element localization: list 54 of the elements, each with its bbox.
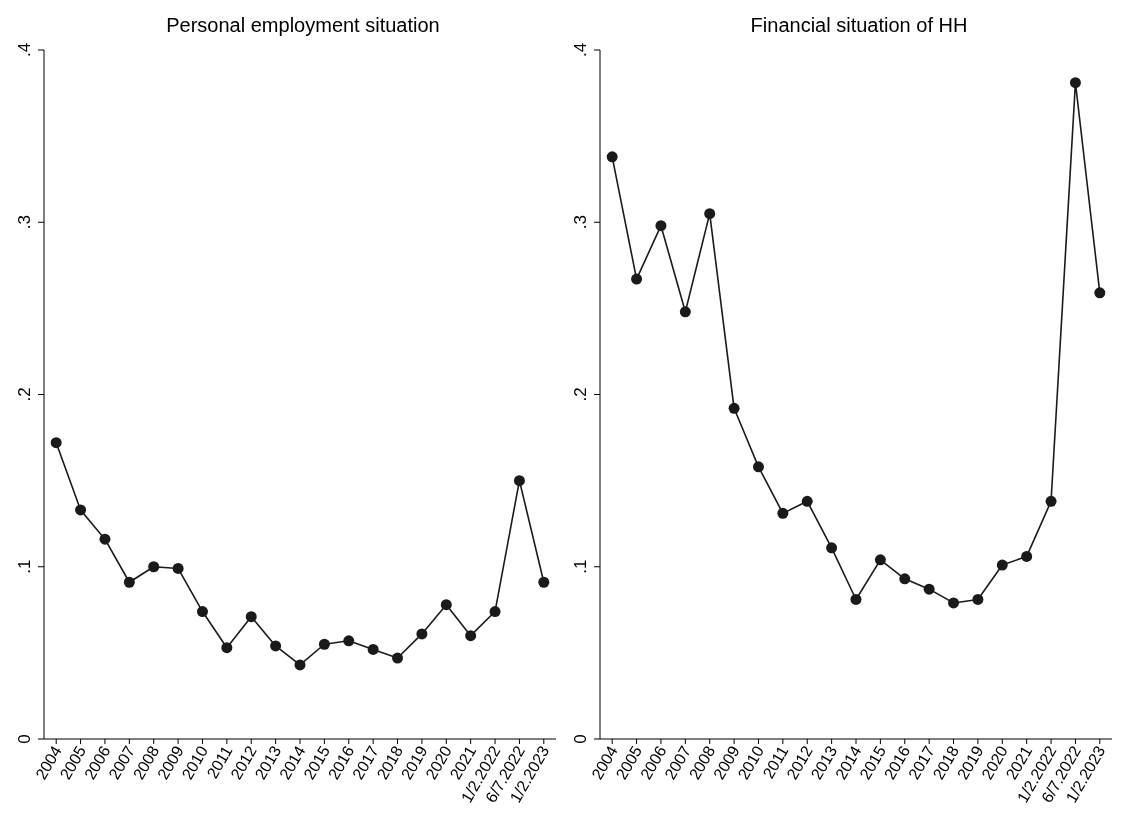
point xyxy=(996,559,1008,571)
point xyxy=(343,635,355,647)
point xyxy=(367,643,379,655)
point xyxy=(948,597,960,609)
chart-title: Personal employment situation xyxy=(165,14,441,37)
point xyxy=(99,533,111,545)
point xyxy=(899,573,911,585)
point xyxy=(513,475,525,487)
y-tick-label: .2 xyxy=(571,387,590,402)
point xyxy=(392,652,404,664)
y-tick-label: 0 xyxy=(15,734,34,744)
point xyxy=(196,606,208,618)
point xyxy=(148,561,160,573)
point xyxy=(631,273,643,285)
point xyxy=(318,638,330,650)
y-tick-label: .1 xyxy=(15,559,34,574)
point xyxy=(294,659,306,671)
y-tick-label: .4 xyxy=(15,42,34,58)
point xyxy=(75,504,87,516)
point xyxy=(245,611,257,623)
point xyxy=(679,306,691,318)
point xyxy=(50,437,62,449)
point xyxy=(1021,550,1033,562)
point xyxy=(1094,287,1106,299)
point xyxy=(538,576,550,588)
point xyxy=(826,542,838,554)
point xyxy=(704,208,716,220)
point xyxy=(270,640,282,652)
point xyxy=(1045,495,1057,507)
y-tick-label: .3 xyxy=(571,215,590,230)
y-tick-label: .4 xyxy=(571,42,590,58)
point xyxy=(465,630,477,642)
point xyxy=(1069,77,1081,89)
point xyxy=(440,599,452,611)
point xyxy=(123,576,135,588)
point xyxy=(606,151,618,163)
point xyxy=(972,593,984,605)
point xyxy=(874,554,886,566)
y-tick-label: 0 xyxy=(571,734,590,744)
point xyxy=(777,507,789,519)
point xyxy=(172,562,184,574)
point xyxy=(416,628,428,640)
point xyxy=(728,402,740,414)
point xyxy=(923,583,935,595)
point xyxy=(850,593,862,605)
point xyxy=(801,495,813,507)
chart-title: Financial situation of HH xyxy=(749,14,969,37)
point xyxy=(655,220,667,232)
y-tick-label: .3 xyxy=(15,215,34,230)
y-tick-label: .2 xyxy=(15,387,34,402)
point xyxy=(489,606,501,618)
y-tick-label: .1 xyxy=(571,559,590,574)
point xyxy=(221,642,233,654)
point xyxy=(752,461,764,473)
